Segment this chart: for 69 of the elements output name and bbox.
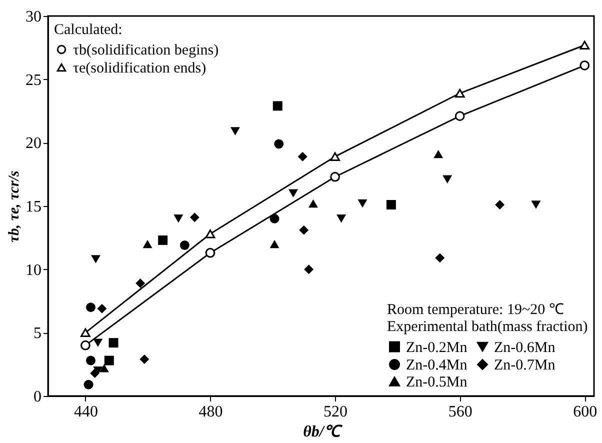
point [84, 380, 94, 390]
point [180, 240, 190, 250]
point [454, 111, 465, 121]
annotation: Room temperature: 19~20 ℃ [387, 302, 564, 318]
point [108, 338, 118, 348]
y-tick-label: 5 [34, 325, 42, 342]
point [580, 60, 590, 70]
point [104, 356, 114, 366]
point [386, 200, 396, 210]
y-tick-label: 0 [34, 388, 42, 406]
legend-label: τe(solidification ends) [73, 60, 206, 76]
point [272, 101, 282, 111]
point [174, 214, 184, 223]
point [298, 152, 308, 162]
point [454, 88, 465, 98]
point [205, 229, 216, 238]
point [140, 354, 150, 364]
point [531, 200, 541, 209]
point [288, 189, 298, 198]
point [330, 152, 340, 161]
x-tick-label: 520 [324, 404, 348, 420]
point [270, 214, 280, 224]
legend-label: Zn-0.7Mn [494, 358, 556, 374]
point [336, 214, 346, 223]
point [93, 338, 103, 347]
point [205, 248, 216, 258]
point [308, 199, 318, 208]
point [86, 302, 96, 312]
point [80, 328, 90, 338]
legend-label: Zn-0.5Mn [406, 374, 468, 390]
point [274, 139, 284, 149]
x-tick-label: 440 [74, 404, 98, 420]
legend-title: Calculated: [54, 22, 122, 38]
x-tick-label: 600 [573, 404, 598, 420]
x-tick-label: 560 [448, 404, 472, 420]
point [80, 340, 90, 350]
y-tick-label: 25 [26, 72, 42, 89]
point [90, 255, 100, 264]
point [304, 264, 314, 274]
y-tick-label: 10 [26, 262, 42, 279]
point [435, 253, 445, 263]
point [330, 172, 340, 182]
y-axis-title: τb, τe, τcr/s [6, 170, 22, 242]
y-tick-label: 30 [26, 8, 42, 26]
point [299, 225, 309, 235]
point [90, 368, 100, 378]
x-tick-label: 480 [198, 404, 223, 420]
point [495, 200, 505, 210]
annotation: Experimental bath(mass fraction) [387, 319, 588, 335]
point [230, 127, 240, 136]
point [99, 364, 109, 372]
legend-label: Zn-0.4Mn [406, 358, 468, 374]
x-axis-title: θb/℃ [303, 424, 343, 440]
point [580, 40, 590, 50]
point [434, 150, 444, 158]
point [97, 304, 107, 314]
y-tick-label: 20 [26, 135, 42, 152]
legend-label: τb(solidification begins) [73, 42, 219, 58]
point [86, 356, 96, 366]
point [442, 175, 452, 184]
legend-label: Zn-0.2Mn [406, 340, 468, 356]
point [136, 278, 146, 288]
y-tick-label: 15 [26, 198, 42, 216]
point [142, 240, 152, 248]
point [158, 235, 168, 245]
point [270, 240, 280, 248]
point [358, 199, 368, 208]
legend-label: Zn-0.6Mn [494, 340, 556, 356]
point [190, 212, 200, 222]
